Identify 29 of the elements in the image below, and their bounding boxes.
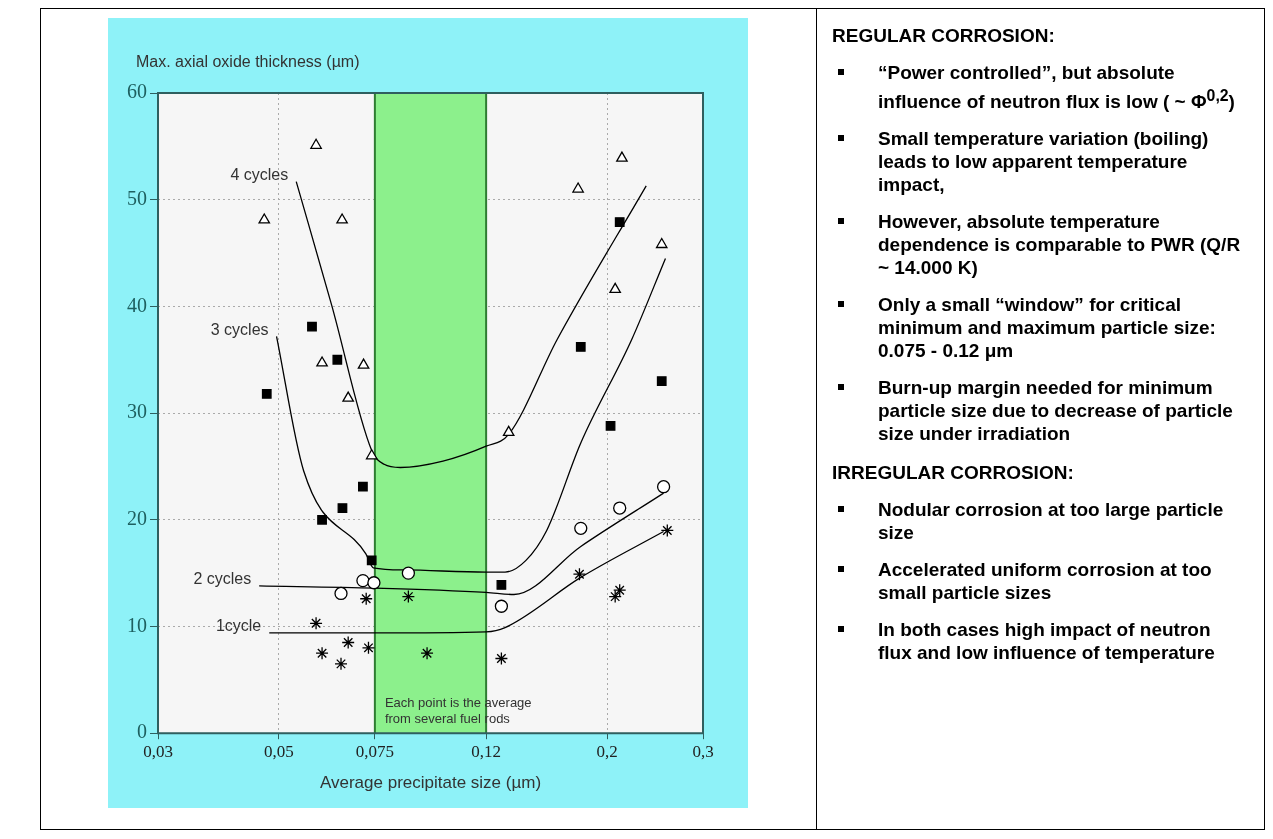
text: Accelerated uniform corrosion at too small particle sizes [878,558,1213,604]
text: Burn-up margin needed for minimum particle size due to decrease of particle size under irradiation [878,376,1234,446]
x-tick-label: 0,12 [471,741,501,761]
text: IRREGULAR CORROSION: [832,461,1075,484]
y-tick-label: 10 [127,613,147,636]
text: In both cases high impact of neutron flux and low influence of temperature [878,618,1216,664]
x-tick-label: 0,2 [596,741,618,761]
y-axis-title: Max. axial oxide thickness (µm) [136,53,360,71]
x-tick-label: 0,075 [355,741,394,761]
annotation: 1cycle [215,617,262,635]
annotation: 3 cycles [210,320,269,338]
text: Small temperature variation (boiling) leads to low apparent temperature impact, [878,127,1210,197]
annotation: 4 cycles [230,165,289,183]
text: Only a small “window” for critical minimum and maximum particle size: 0.075 - 0.12 μm [878,293,1217,363]
x-tick-label: 0,05 [264,741,294,761]
y-tick-label: 0 [137,720,147,743]
x-tick-label: 0,3 [692,741,714,761]
annotation: 2 cycles [193,570,252,588]
text: However, absolute temperature dependence is comparable to PWR (Q/R ~ 14.000 K) [878,210,1242,280]
y-tick-label: 30 [127,400,147,423]
x-tick-label: 0,03 [143,741,173,761]
y-tick-label: 50 [127,186,147,209]
text: REGULAR CORROSION: [832,24,1056,47]
y-tick-label: 20 [127,507,147,530]
x-axis-title: Average precipitate size (µm) [319,773,542,793]
y-tick-label: 40 [127,293,147,316]
text: “Power controlled”, but absolute influence of neutron flux is low ( ~ Φ$^{0,2}$) [878,61,1236,114]
text: Nodular corrosion at too large particle size [878,498,1225,544]
y-tick-label: 60 [127,80,147,103]
